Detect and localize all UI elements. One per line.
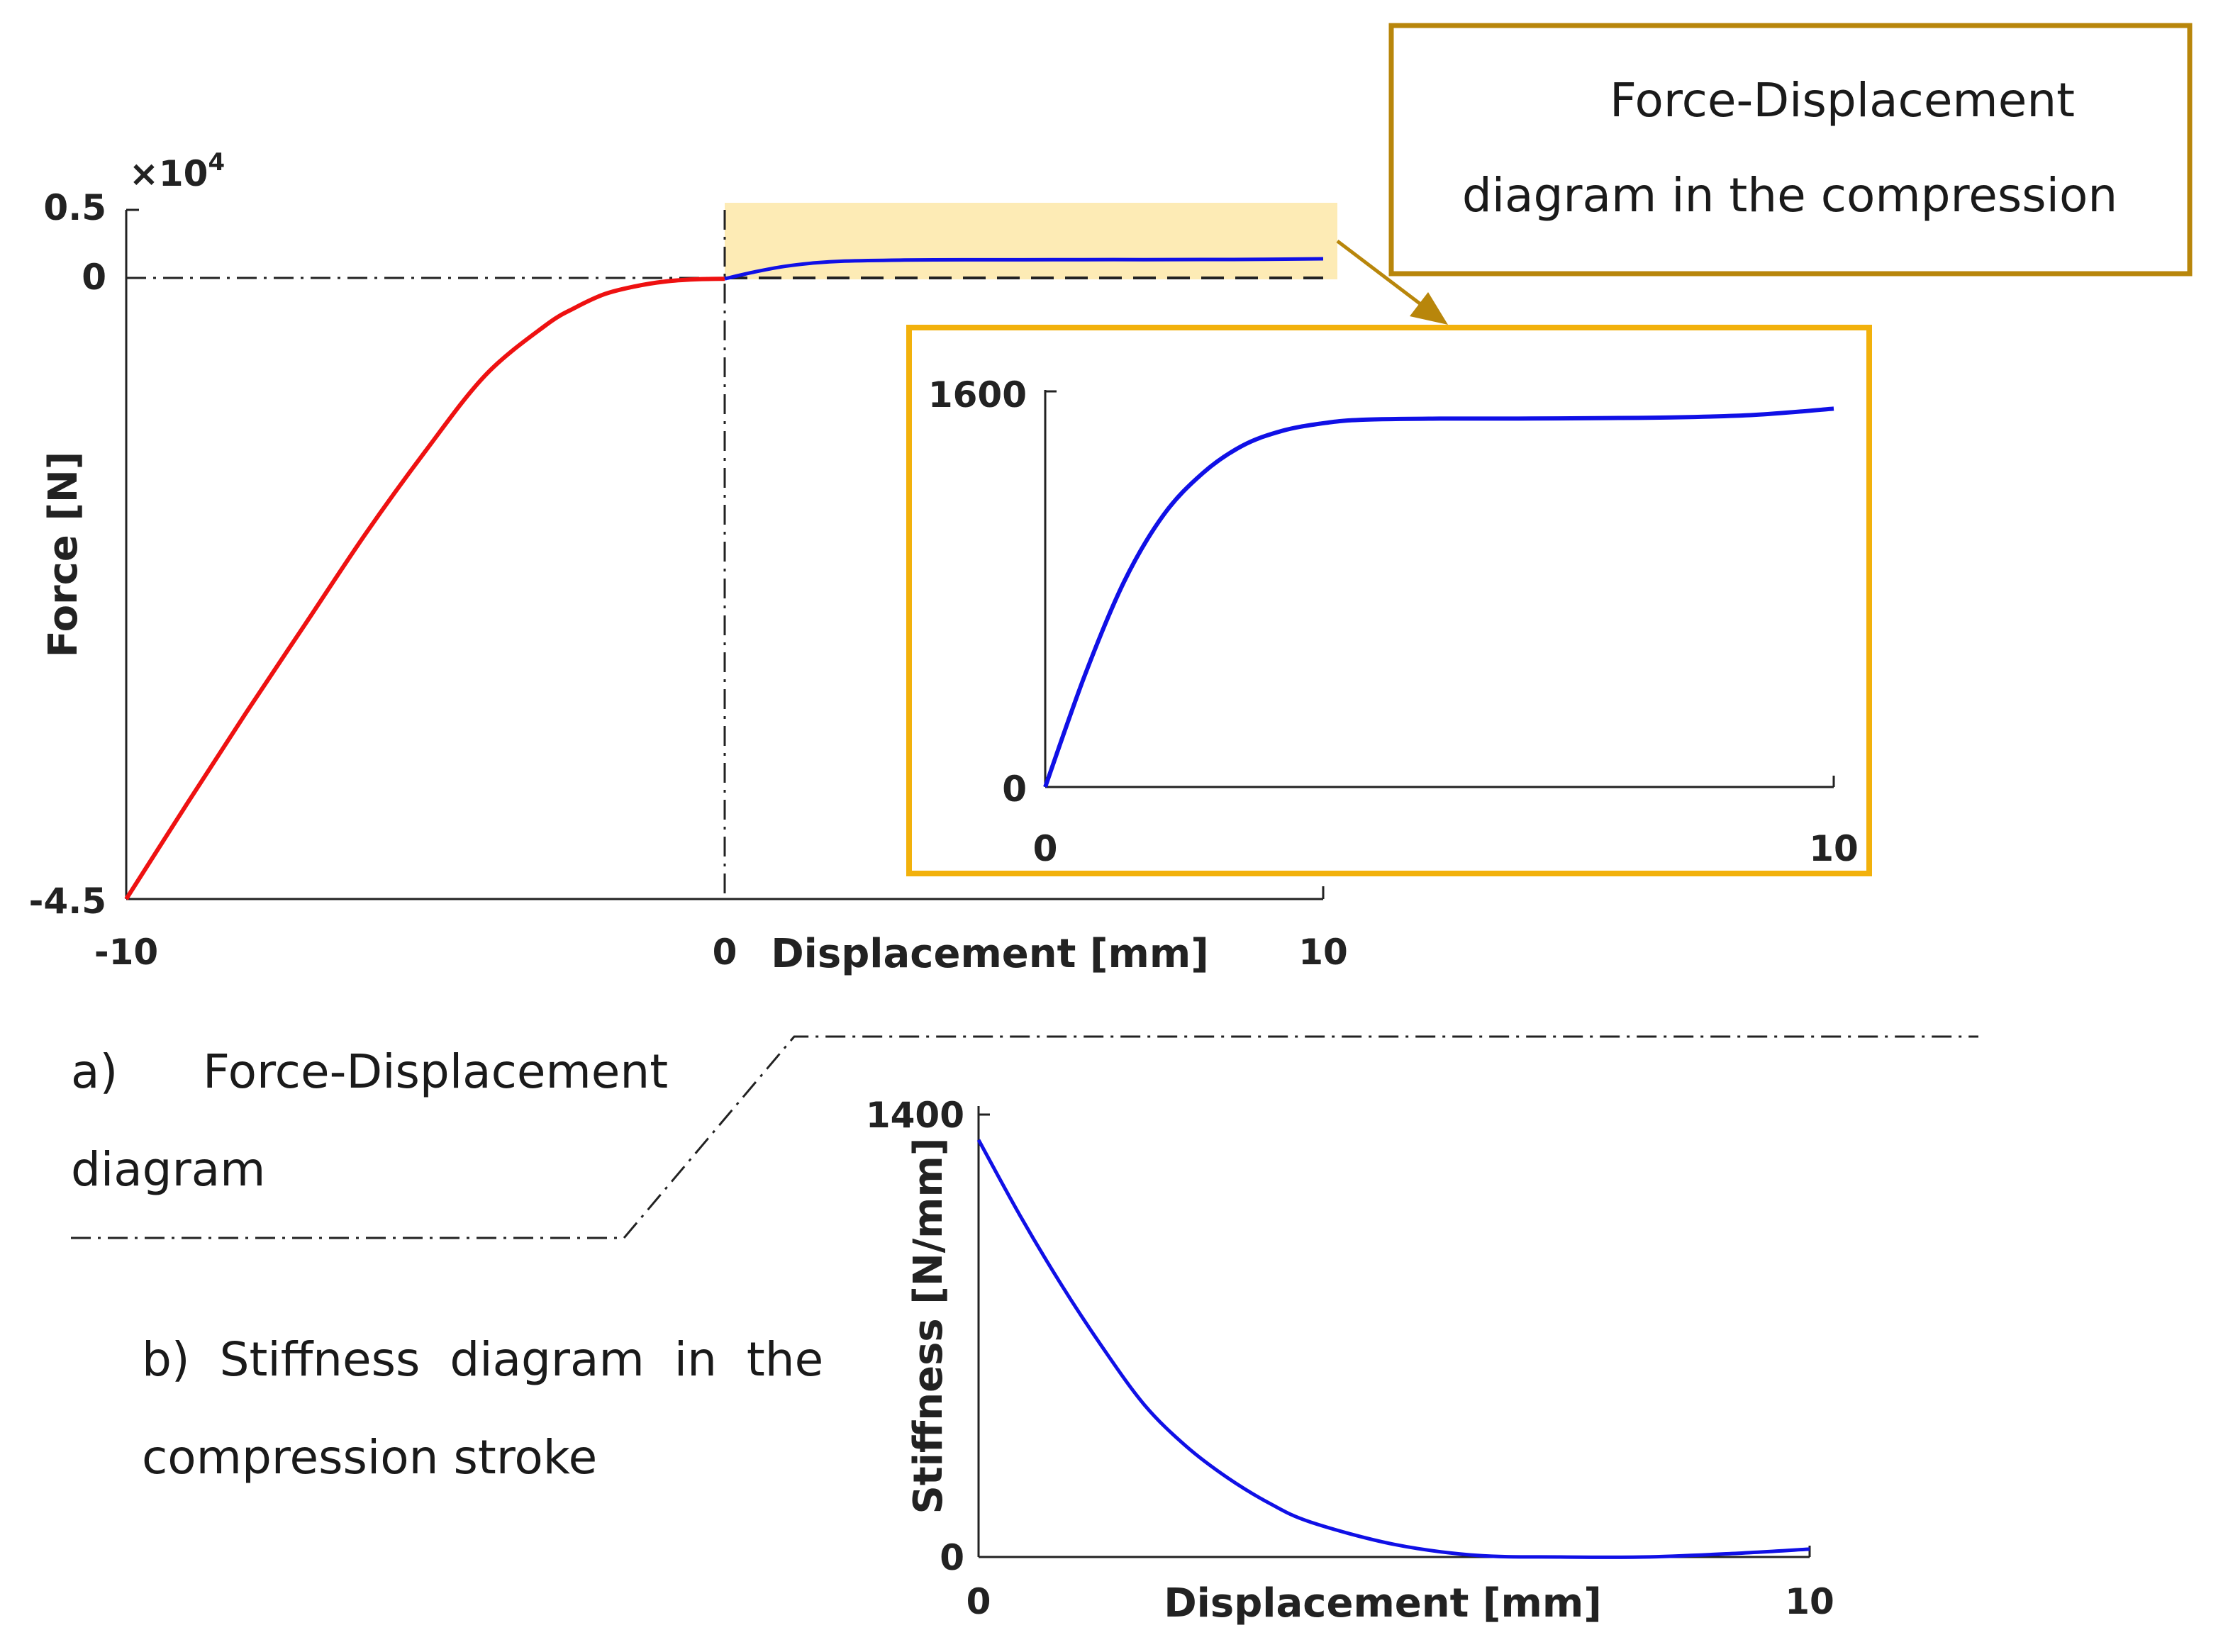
inset-x-tick-label-right: 10 — [1809, 828, 1859, 869]
stiffness-y-tick-label-bottom: 0 — [940, 1537, 964, 1578]
main-x-tick-label-zero: 0 — [713, 932, 737, 973]
main-x-axis-title: Displacement [mm] — [771, 931, 1209, 977]
zoom-arrow-line — [1336, 240, 1427, 309]
callout-line-1: Force-Displacement — [1610, 73, 2075, 128]
zoom-highlight-region — [725, 203, 1337, 279]
main-chart: ×104 0.5 0 -4.5 -10 0 10 Displacement [m… — [29, 148, 1348, 977]
inset-x-tick-label-left: 0 — [1033, 828, 1058, 869]
caption-a-line-1: a) Force-Displacement — [71, 1044, 668, 1099]
stiffness-x-axis-title: Displacement [mm] — [1164, 1580, 1602, 1626]
main-y-tick-label-zero: 0 — [82, 257, 106, 298]
main-y-tick-label-top: 0.5 — [43, 187, 106, 228]
inset-y-tick-label-bottom: 0 — [1002, 769, 1027, 810]
caption-b-line-2: compression stroke — [142, 1430, 597, 1485]
stiffness-y-tick-label-top: 1400 — [866, 1095, 964, 1136]
force-series-compression-positive — [724, 257, 1324, 281]
stiffness-x-tick-label-right: 10 — [1785, 1581, 1834, 1622]
inset-chart: 1600 0 0 10 — [906, 325, 1872, 876]
main-x-tick-label-left: -10 — [94, 932, 158, 973]
stiffness-series — [976, 1139, 1810, 1559]
section-separator-line — [71, 1035, 1978, 1239]
callout-box: Force-Displacement diagram in the compre… — [1388, 23, 2193, 277]
main-x-tick-label-right: 10 — [1298, 932, 1348, 973]
inset-y-tick-label-top: 1600 — [928, 374, 1027, 415]
main-y-multiplier: ×104 — [129, 148, 225, 194]
callout-line-2: diagram in the compression — [1462, 168, 2117, 223]
stiffness-y-axis-title: Stiffness [N/mm] — [906, 1138, 952, 1514]
caption-b-line-1: b) Stiffness diagram in the — [142, 1332, 823, 1387]
main-y-tick-label-bottom: -4.5 — [29, 881, 106, 922]
force-series-compression-negative — [124, 277, 725, 900]
caption-a-line-2: diagram — [71, 1142, 265, 1197]
main-y-axis-title: Force [N] — [40, 452, 87, 658]
inset-border — [906, 325, 1872, 876]
stiffness-chart: 1400 0 0 10 Displacement [mm] Stiffness … — [866, 1095, 1834, 1626]
stiffness-x-tick-label-left: 0 — [967, 1581, 991, 1622]
inset-force-series — [1043, 406, 1834, 788]
zoom-arrow-head — [1410, 292, 1448, 325]
callout-border — [1388, 23, 2193, 277]
